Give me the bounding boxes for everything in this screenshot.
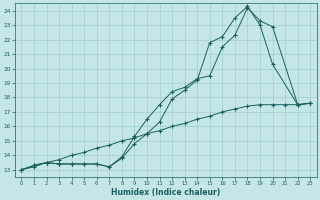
X-axis label: Humidex (Indice chaleur): Humidex (Indice chaleur)	[111, 188, 220, 197]
